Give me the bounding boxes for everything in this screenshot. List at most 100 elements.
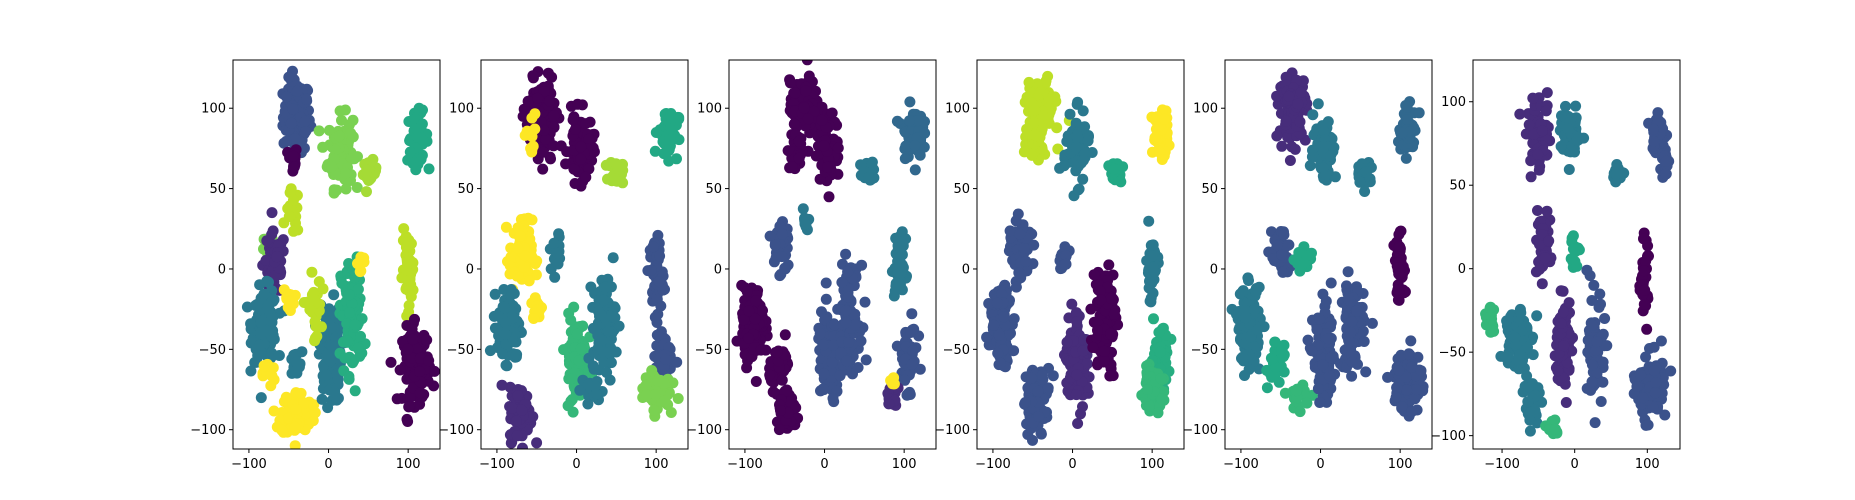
data-point (1148, 313, 1159, 325)
y-tick-label: 0 (466, 262, 474, 277)
data-point (398, 223, 410, 235)
data-point (326, 322, 337, 333)
data-point (991, 297, 1003, 309)
data-point (1142, 384, 1153, 395)
data-point (531, 304, 543, 316)
data-point (1280, 115, 1292, 127)
data-point (1059, 241, 1071, 253)
data-point (563, 307, 575, 319)
data-point (657, 284, 669, 296)
data-point (523, 275, 535, 287)
data-point (361, 164, 373, 176)
y-tick-label: −50 (199, 343, 226, 358)
data-point (1307, 109, 1319, 121)
data-point (1103, 259, 1115, 271)
data-point (1095, 294, 1107, 306)
data-point (511, 349, 523, 360)
data-point (336, 114, 347, 126)
data-point (280, 91, 292, 103)
data-point (263, 276, 274, 288)
data-point (904, 115, 915, 127)
data-point (1066, 298, 1078, 310)
data-point (1072, 96, 1084, 108)
data-point (288, 161, 300, 173)
data-point (529, 292, 541, 304)
data-point (1400, 152, 1412, 164)
data-point (284, 187, 296, 199)
data-point (1322, 333, 1334, 345)
data-point (1061, 336, 1073, 348)
data-point (1070, 165, 1082, 177)
data-point (1317, 359, 1329, 371)
data-point (352, 283, 364, 295)
data-point (285, 117, 297, 129)
data-point (511, 415, 522, 427)
data-point (548, 237, 560, 249)
data-point (260, 254, 272, 266)
y-tick-label: 50 (953, 182, 970, 197)
data-point (1243, 275, 1254, 286)
data-point (1145, 292, 1157, 304)
data-point (1413, 107, 1425, 119)
data-point (1250, 286, 1262, 298)
data-point (273, 350, 285, 361)
data-point (907, 345, 919, 356)
data-point (283, 71, 295, 83)
data-point (316, 393, 328, 405)
data-point (1320, 295, 1332, 307)
data-point (1094, 285, 1106, 297)
data-point (283, 210, 295, 222)
data-point (1314, 313, 1326, 325)
data-point (1014, 267, 1026, 279)
data-point (404, 146, 416, 158)
data-point (1081, 358, 1093, 370)
data-point (1359, 186, 1371, 197)
data-point (779, 329, 791, 341)
data-point (1366, 317, 1378, 329)
data-point (343, 289, 355, 301)
data-point (818, 140, 830, 152)
data-point (983, 298, 995, 309)
data-point (1058, 160, 1070, 172)
data-point (245, 365, 257, 377)
data-point (835, 347, 847, 359)
data-point (646, 365, 658, 376)
data-point (1021, 123, 1033, 135)
data-point (517, 110, 529, 122)
data-point (891, 115, 903, 127)
data-point (647, 241, 659, 253)
data-point (288, 225, 299, 237)
data-point (575, 141, 587, 153)
data-point (779, 385, 791, 397)
data-point (1070, 389, 1082, 401)
data-point (258, 360, 270, 372)
data-point (802, 113, 814, 125)
data-point (605, 357, 617, 369)
data-point (254, 279, 266, 291)
data-point (295, 387, 307, 399)
data-point (1071, 141, 1082, 153)
data-point (843, 337, 855, 348)
data-point (331, 184, 343, 196)
data-point (587, 322, 599, 334)
y-tick-label: −50 (943, 343, 970, 358)
data-point (405, 291, 417, 303)
data-point (265, 369, 277, 381)
data-point (793, 152, 805, 164)
data-point (340, 183, 352, 195)
data-point (323, 303, 335, 315)
data-point (429, 365, 440, 377)
data-point (750, 295, 762, 307)
data-point (1018, 242, 1030, 254)
data-point (402, 416, 414, 427)
data-point (423, 355, 435, 367)
data-point (1082, 135, 1094, 147)
data-point (537, 146, 549, 158)
data-point (914, 149, 926, 161)
data-point (528, 313, 540, 324)
data-point (511, 430, 523, 442)
data-point (640, 379, 652, 391)
data-point (526, 146, 538, 158)
